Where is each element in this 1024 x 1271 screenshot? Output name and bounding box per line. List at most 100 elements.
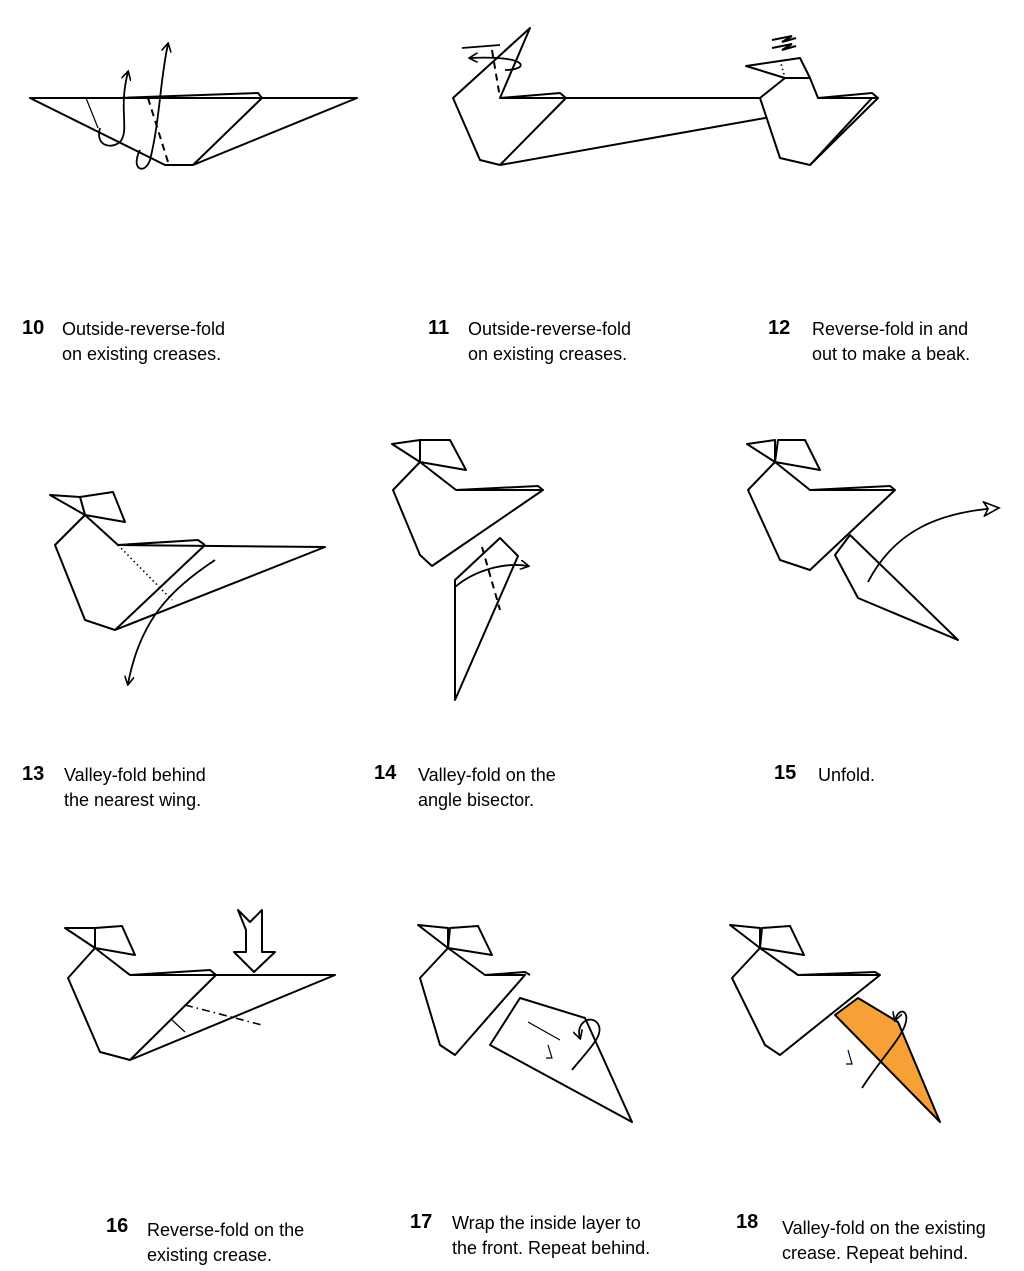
figure-step-17 (417, 924, 633, 1123)
crease-line (85, 97, 99, 129)
figure-step-10 (29, 44, 358, 170)
valley-fold-line (491, 49, 501, 99)
wing-edge (117, 91, 263, 99)
beak (729, 924, 761, 949)
step-instruction: Outside-reverse-fold on existing creases… (468, 317, 631, 367)
zigzag-mark-bottom (771, 43, 797, 51)
instruction-line: on existing creases. (62, 344, 222, 364)
figure-step-15 (746, 439, 998, 641)
instruction-line: Valley-fold on the existing (782, 1218, 986, 1238)
fold-arrow-large (135, 44, 168, 170)
figure-step-16 (64, 909, 336, 1061)
wrap-arrow (571, 1018, 601, 1071)
push-arrow (233, 909, 276, 973)
fold-arrow (454, 565, 528, 588)
wing-edge (117, 538, 206, 546)
unfolded-wing (834, 534, 959, 641)
step-number: 17 (410, 1211, 433, 1233)
fold-arrow-small (98, 72, 128, 147)
head (447, 925, 493, 956)
step-number: 11 (428, 317, 450, 339)
figure-step-18 (729, 924, 941, 1123)
instruction-line: angle bisector. (418, 790, 535, 810)
wing-fold-edge (809, 97, 873, 166)
wing-edge (455, 484, 544, 491)
step-instruction: Outside-reverse-fold on existing creases… (62, 317, 225, 367)
step-number: 16 (106, 1215, 129, 1237)
mountain-crease (779, 59, 786, 79)
crease-mark (171, 1019, 186, 1033)
fold-arrow-tail (461, 44, 501, 49)
valley-fold-arrow (861, 1010, 908, 1089)
fold-arrow (470, 58, 522, 71)
wing-edge (499, 91, 567, 99)
head (94, 925, 136, 956)
wing-edge (817, 91, 879, 99)
tail-flap (489, 997, 633, 1123)
step-instruction: Reverse-fold on the existing crease. (147, 1218, 304, 1268)
beak (417, 924, 449, 949)
step-instruction: Valley-fold behind the nearest wing. (64, 763, 206, 813)
instruction-line: Reverse-fold in and (812, 319, 969, 339)
wing-fold-edge (192, 97, 263, 166)
instruction-line: Outside-reverse-fold (468, 319, 632, 339)
wing-edge (484, 970, 531, 976)
instruction-line: the front. Repeat behind. (452, 1238, 651, 1258)
base-flap (29, 97, 358, 166)
fold-arrow (128, 559, 216, 684)
head (419, 439, 467, 471)
instruction-line: Valley-fold on the (418, 765, 556, 785)
step-number: 18 (736, 1211, 759, 1233)
step-number: 13 (22, 763, 45, 785)
beak (64, 927, 96, 949)
step-number: 12 (768, 317, 791, 339)
instruction-line: crease. Repeat behind. (782, 1243, 969, 1263)
instruction-line: the nearest wing. (64, 790, 202, 810)
body (759, 77, 879, 166)
hidden-layer-mark (846, 1049, 853, 1065)
valley-fold-line (117, 544, 173, 601)
figure-step-13 (49, 491, 326, 684)
beak (391, 439, 421, 463)
wing-edge (129, 968, 217, 976)
instruction-line: Unfold. (818, 765, 876, 785)
head (759, 925, 805, 956)
hanging-wing (454, 537, 519, 701)
body (67, 947, 336, 1061)
wing-edge (797, 970, 881, 976)
body (54, 514, 326, 631)
wing-fold-edge (129, 974, 217, 1061)
step-instruction: Reverse-fold in and out to make a beak. (812, 317, 970, 367)
instruction-line: Outside-reverse-fold (62, 319, 226, 339)
beak (745, 57, 811, 79)
zigzag-mark-top (771, 35, 797, 43)
instruction-line: Wrap the inside layer to (452, 1213, 641, 1233)
hidden-layer-mark (546, 1044, 553, 1059)
valley-fold-line (481, 546, 501, 611)
instruction-line: on existing creases. (468, 344, 628, 364)
instruction-line: existing crease. (147, 1245, 273, 1265)
figure-step-12 (745, 35, 879, 166)
step-number: 14 (374, 762, 397, 784)
head (774, 439, 821, 471)
instruction-line: out to make a beak. (812, 344, 971, 364)
body (392, 461, 544, 567)
instruction-line: Valley-fold behind (64, 765, 206, 785)
instruction-line: Reverse-fold on the (147, 1220, 305, 1240)
crease-line (527, 1021, 561, 1041)
step-instruction: Valley-fold on the existing crease. Repe… (782, 1216, 986, 1266)
unfold-arrow (867, 508, 998, 583)
step-number: 15 (774, 762, 797, 784)
reverse-fold-line (184, 1004, 263, 1026)
wing-fold-edge (499, 97, 567, 166)
body (747, 461, 896, 571)
step-number: 10 (22, 317, 45, 339)
step-instruction: Valley-fold on the angle bisector. (418, 763, 556, 813)
beak (746, 439, 776, 463)
figure-step-14 (391, 439, 544, 701)
step-instruction: Wrap the inside layer to the front. Repe… (452, 1211, 650, 1261)
beak (49, 494, 86, 516)
step-instruction: Unfold. (818, 763, 875, 788)
wing-edge (809, 484, 896, 491)
